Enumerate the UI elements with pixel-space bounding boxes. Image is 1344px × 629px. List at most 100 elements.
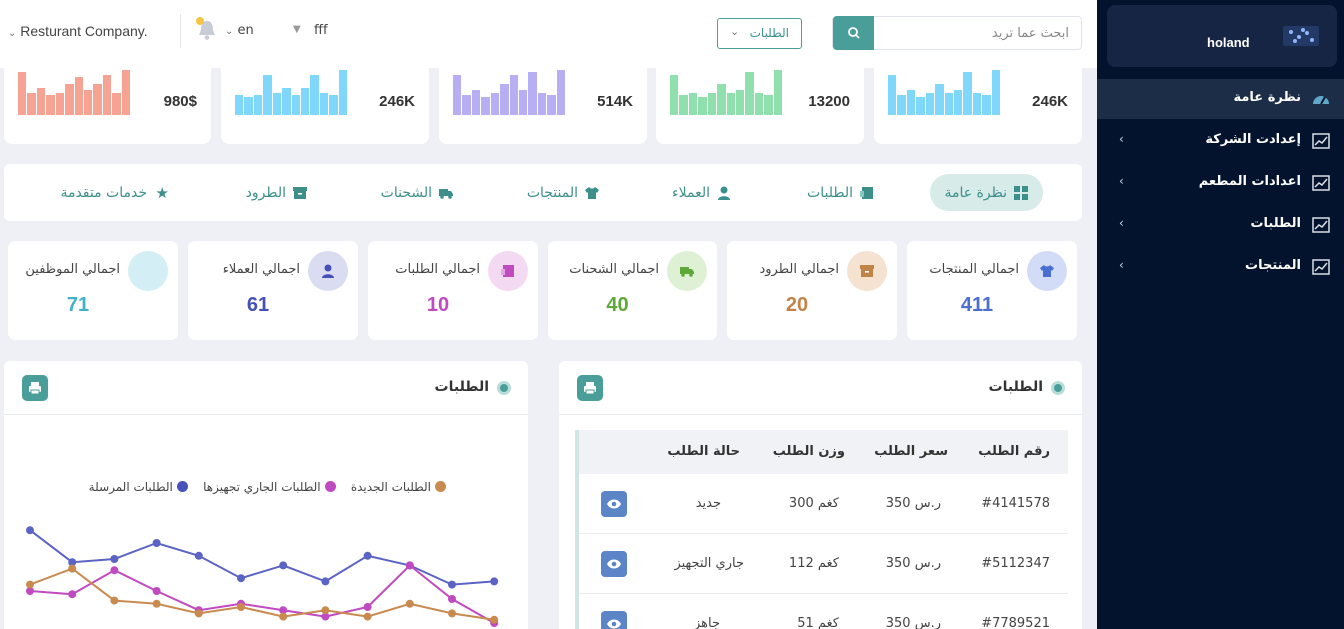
order-id: #7789521 <box>981 616 1050 629</box>
language-label: en <box>237 23 254 38</box>
tab-orders[interactable]: الطلبات <box>807 174 875 211</box>
customer-icon <box>718 186 730 200</box>
panel-header: الطلبات <box>559 361 1082 415</box>
sidebar-item-company-settings[interactable]: إعدادت الشركة › <box>1097 121 1344 161</box>
data-point[interactable] <box>363 603 372 611</box>
user-name[interactable]: fff <box>314 23 328 38</box>
table-row: #5112347 350 ر.س 112 كغم جاري التجهيز <box>579 534 1068 594</box>
data-point[interactable] <box>279 612 288 621</box>
data-point[interactable] <box>26 526 34 535</box>
search-box <box>832 16 1082 50</box>
data-point[interactable] <box>68 564 77 573</box>
bell-icon[interactable] <box>197 19 217 41</box>
mini-bar <box>319 92 329 115</box>
language-select[interactable]: ⌄ en <box>225 23 254 38</box>
search-button[interactable] <box>833 16 874 50</box>
data-point[interactable] <box>490 615 499 624</box>
mini-bar <box>18 72 27 115</box>
mini-bar <box>707 92 717 115</box>
view-order-button[interactable] <box>601 611 627 629</box>
sidebar-item-products[interactable]: المنتجات › <box>1097 247 1344 287</box>
tab-customers[interactable]: العملاء <box>672 174 732 211</box>
mini-bar <box>490 92 500 115</box>
data-point[interactable] <box>110 555 119 563</box>
tab-parcels[interactable]: الطرود <box>246 174 308 211</box>
kpi-card-orders: اجمالي الطلبات 10 <box>368 241 538 340</box>
data-point[interactable] <box>363 612 372 621</box>
mini-bar <box>773 70 783 115</box>
data-point[interactable] <box>405 599 414 608</box>
tab-shipments[interactable]: الشحنات <box>381 174 454 211</box>
data-point[interactable] <box>405 561 414 570</box>
caret-down-icon[interactable]: ▼ <box>293 24 301 35</box>
data-point[interactable] <box>237 603 245 611</box>
sidebar-item-orders[interactable]: الطلبات › <box>1097 205 1344 245</box>
data-point[interactable] <box>363 551 372 560</box>
data-point[interactable] <box>448 580 456 589</box>
view-order-button[interactable] <box>601 491 627 517</box>
mini-bar <box>745 72 754 115</box>
kpi-icon-circle <box>488 251 528 291</box>
kpi-card-employees: اجمالي الموظفين 71 <box>8 241 178 340</box>
data-point[interactable] <box>490 577 499 586</box>
orders-select-label: الطلبات <box>749 26 789 40</box>
data-point[interactable] <box>68 590 77 599</box>
data-point[interactable] <box>279 561 288 570</box>
data-point[interactable] <box>448 595 456 603</box>
data-point[interactable] <box>194 609 203 618</box>
print-button[interactable] <box>577 375 603 401</box>
company-name: Resturant Company. <box>20 23 148 39</box>
sidebar-item-label: الطلبات <box>1250 216 1301 231</box>
mini-stat-card: 514K <box>439 67 647 144</box>
kpi-card-shipments: اجمالي الشحنات 40 <box>548 241 717 340</box>
data-point[interactable] <box>26 580 34 589</box>
kpi-icon-circle <box>1027 251 1067 291</box>
order-weight: 300 كغم <box>788 496 839 511</box>
mini-bar <box>698 97 707 115</box>
data-point[interactable] <box>321 612 330 621</box>
mini-bar <box>462 94 471 115</box>
data-point[interactable] <box>321 577 330 586</box>
data-point[interactable] <box>448 609 456 618</box>
view-order-button[interactable] <box>601 551 627 577</box>
print-button[interactable] <box>22 375 48 401</box>
sidebar-brand[interactable]: holand <box>1107 5 1337 67</box>
data-point[interactable] <box>279 606 288 615</box>
data-point[interactable] <box>152 587 161 595</box>
data-point[interactable] <box>321 606 330 615</box>
data-point[interactable] <box>237 574 245 583</box>
mini-bar <box>65 83 74 115</box>
mini-bar <box>500 83 509 115</box>
tshirt-icon <box>585 186 599 199</box>
data-point[interactable] <box>110 566 119 575</box>
order-weight: 51 كغم <box>797 616 839 629</box>
mini-bar <box>112 92 121 115</box>
orders-select[interactable]: الطلبات ⌄ <box>717 18 802 49</box>
mini-stat-card: 246K <box>874 67 1082 144</box>
mini-bar <box>726 92 735 115</box>
data-point[interactable] <box>152 599 161 608</box>
mini-bar <box>944 92 953 115</box>
legend-item[interactable]: الطلبات المرسلة <box>89 480 188 494</box>
legend-item[interactable]: الطلبات الجديدة <box>351 480 446 494</box>
data-point[interactable] <box>110 596 119 605</box>
chart-icon <box>1312 175 1330 191</box>
mini-bar <box>897 94 906 115</box>
sidebar-item-label: المنتجات <box>1245 258 1301 273</box>
tab-advanced-services[interactable]: ★ خدمات متقدمة <box>60 174 169 211</box>
data-point[interactable] <box>26 587 34 595</box>
tab-overview[interactable]: نظرة عامة <box>930 174 1043 211</box>
sidebar-item-restaurant-settings[interactable]: اعدادات المطعم › <box>1097 163 1344 203</box>
tab-products[interactable]: المنتجات <box>527 174 600 211</box>
data-point[interactable] <box>194 551 203 560</box>
company-select[interactable]: ⌄ Resturant Company. <box>8 23 148 39</box>
data-point[interactable] <box>68 558 77 567</box>
search-input[interactable] <box>877 17 1079 49</box>
legend-item[interactable]: الطلبات الجاري تجهيزها <box>203 480 336 494</box>
eye-icon <box>607 619 621 629</box>
mini-bar <box>121 70 131 115</box>
search-icon <box>848 27 860 39</box>
sidebar-item-overview[interactable]: نظرة عامة <box>1097 79 1344 119</box>
data-point[interactable] <box>152 539 161 547</box>
sidebar-item-label: إعدادت الشركة <box>1205 132 1301 147</box>
